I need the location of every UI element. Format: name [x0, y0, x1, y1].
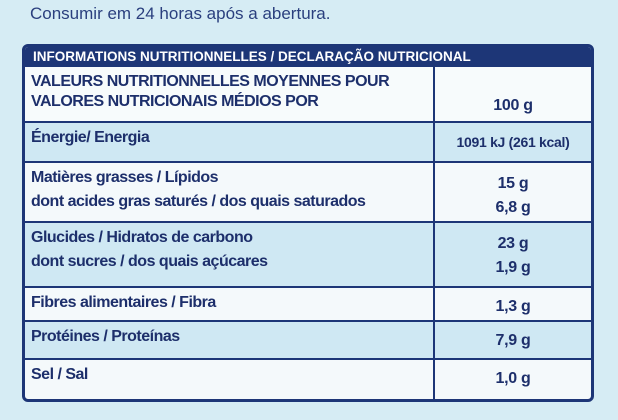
- row-value: 1091 kJ (261 kcal): [456, 134, 570, 150]
- row-label: Fibres alimentaires / Fibra: [31, 294, 216, 311]
- head-label: VALEURS NUTRITIONNELLES MOYENNES POUR: [31, 73, 390, 90]
- row-label: Sel / Sal: [31, 366, 88, 383]
- row-value: 1,0 g: [495, 370, 531, 387]
- column-divider: [433, 67, 435, 399]
- row-label: dont acides gras saturés / dos quais sat…: [31, 193, 366, 210]
- row-value: 7,9 g: [495, 332, 531, 349]
- nutrition-table: INFORMATIONS NUTRITIONNELLES / DECLARAÇÃ…: [22, 44, 594, 402]
- table-row: Énergie/ Energia 1091 kJ (261 kcal): [25, 121, 591, 161]
- table-row: Glucides / Hidratos de carbono dont sucre…: [25, 221, 591, 286]
- row-label: Protéines / Proteínas: [31, 328, 180, 345]
- row-value: 6,8 g: [495, 199, 531, 216]
- row-label: dont sucres / dos quais açúcares: [31, 253, 268, 270]
- row-label: Glucides / Hidratos de carbono: [31, 229, 253, 246]
- head-row: VALEURS NUTRITIONNELLES MOYENNES POUR VAL…: [25, 67, 591, 121]
- row-value: 15 g: [497, 175, 529, 192]
- row-label: Matières grasses / Lípidos: [31, 169, 219, 186]
- row-value: 23 g: [497, 235, 529, 252]
- head-value: 100 g: [493, 97, 533, 114]
- row-value: 1,3 g: [495, 298, 531, 315]
- head-label: VALORES NUTRICIONAIS MÉDIOS POR: [31, 93, 319, 110]
- table-row: Protéines / Proteínas 7,9 g: [25, 320, 591, 358]
- row-value: 1,9 g: [495, 259, 531, 276]
- table-row: Matières grasses / Lípidos dont acides gr…: [25, 161, 591, 221]
- table-row: Fibres alimentaires / Fibra 1,3 g: [25, 286, 591, 320]
- note: Consumir em 24 horas após a abertura.: [30, 4, 331, 23]
- row-label: Énergie/ Energia: [31, 129, 150, 146]
- table-row: Sel / Sal 1,0 g: [25, 358, 591, 399]
- table-title: INFORMATIONS NUTRITIONNELLES / DECLARAÇÃ…: [25, 47, 591, 67]
